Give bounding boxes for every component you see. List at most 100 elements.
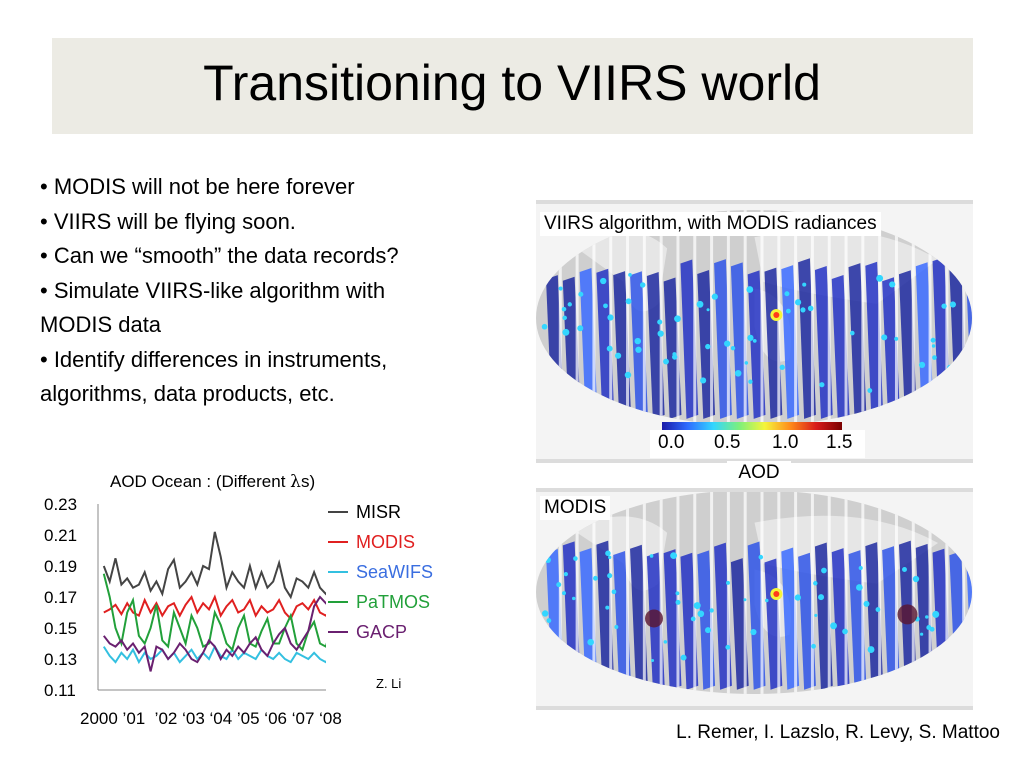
aod-speck	[562, 328, 570, 336]
swath-gap	[861, 492, 865, 694]
aod-speck	[696, 300, 704, 308]
aod-speck	[765, 598, 769, 603]
swath-gap	[760, 492, 764, 694]
aod-speck	[925, 615, 929, 619]
aod-speck	[578, 291, 584, 297]
viirs-map-panel	[536, 200, 973, 463]
legend-label: PaTMOS	[356, 592, 430, 612]
legend-label: SeaWIFS	[356, 562, 433, 582]
aod-speck	[920, 632, 924, 636]
aod-speck	[566, 659, 572, 665]
aod-speck	[711, 293, 718, 300]
swath-gap	[962, 210, 966, 426]
aod-hotspot-core	[773, 591, 780, 597]
aod-speck	[545, 557, 552, 563]
aod-speck	[752, 338, 757, 343]
aod-speck	[541, 272, 547, 278]
swath-gap	[693, 492, 697, 694]
aod-speck	[657, 319, 663, 325]
colorbar	[662, 419, 842, 432]
aod-speck	[902, 567, 907, 573]
series-line-misr	[102, 531, 345, 600]
swath-gap	[861, 210, 865, 426]
aod-speck	[663, 640, 668, 644]
aod-speck	[794, 594, 802, 601]
swath-gap	[575, 492, 579, 694]
aod-speck	[850, 330, 855, 336]
aod-speck	[607, 573, 613, 579]
swath-gap	[878, 210, 882, 426]
aod-speck	[800, 307, 806, 313]
aod-speck	[615, 352, 622, 359]
aod-speck	[813, 581, 818, 586]
legend-label: MODIS	[356, 532, 415, 552]
swath-gap	[558, 210, 562, 426]
aod-speck	[931, 344, 936, 348]
swath-gap	[878, 492, 882, 694]
aod-chart: AOD Ocean : (Different λs) 0.23 0.21 0.19 0…	[30, 460, 460, 740]
swath-gap	[827, 492, 831, 694]
aod-speck	[593, 575, 598, 581]
swath-gap	[844, 210, 848, 426]
data-swath	[966, 274, 972, 419]
aod-speck	[932, 355, 937, 360]
series-line-seawifs	[102, 644, 345, 665]
aod-speck	[600, 277, 607, 285]
aod-speck	[758, 554, 764, 560]
chart-note: Z. Li	[376, 676, 401, 691]
aod-speck	[784, 291, 790, 297]
y-axis-tick-label: 0.17	[44, 588, 77, 607]
aod-speck	[821, 567, 827, 574]
aod-speck	[649, 554, 654, 558]
swath-gap	[894, 210, 898, 426]
bullet-item-continuation: MODIS data	[40, 312, 162, 337]
swath-gap	[794, 492, 798, 694]
aod-speck	[608, 555, 612, 560]
aod-speck	[807, 305, 814, 312]
modis-map-panel	[536, 488, 973, 710]
y-axis-tick-label: 0.23	[44, 495, 77, 514]
aod-speck	[546, 618, 552, 623]
aod-speck	[611, 589, 617, 595]
swath-gap	[710, 492, 714, 694]
swath-gap	[693, 210, 697, 426]
aod-speck	[605, 550, 611, 557]
aod-speck	[700, 377, 707, 384]
swath-gap	[609, 492, 613, 694]
swath-gap	[626, 210, 630, 426]
chart-title-suffix: s)	[301, 472, 315, 491]
legend-label: GACP	[356, 622, 407, 642]
swath-gap	[911, 492, 915, 694]
y-axis-tick-label: 0.11	[44, 681, 76, 700]
title-band	[52, 38, 973, 134]
swath-gap	[743, 210, 747, 426]
aod-speck	[675, 591, 680, 596]
aod-speck	[918, 361, 926, 369]
aod-speck	[734, 369, 742, 377]
y-axis-tick-label: 0.19	[44, 557, 77, 576]
aod-speck	[889, 281, 896, 288]
swath-gap	[726, 492, 730, 694]
aod-speck	[671, 354, 678, 360]
aod-speck	[842, 628, 848, 635]
swath-gap	[844, 492, 848, 694]
aod-speck	[876, 274, 884, 282]
aod-speck	[690, 616, 696, 622]
aod-speck	[750, 628, 757, 636]
aod-speck	[605, 605, 610, 610]
aod-speck	[941, 303, 947, 309]
aod-speck	[744, 361, 749, 365]
author-credit: L. Remer, I. Lazslo, R. Levy, S. Mattoo	[676, 722, 1000, 743]
aod-speck	[875, 607, 881, 612]
aod-speck	[561, 306, 567, 312]
bullet-item: • MODIS will not be here forever	[40, 174, 355, 199]
series-line-modis	[103, 594, 345, 621]
aod-speck	[625, 298, 632, 305]
aod-speck	[706, 308, 710, 312]
aod-speck	[730, 346, 736, 351]
chart-title-prefix: AOD Ocean : (Different	[110, 472, 290, 491]
series-line-patmos	[102, 573, 345, 652]
aod-speck	[675, 599, 681, 605]
swath-gap	[575, 210, 579, 426]
aod-speck	[726, 580, 730, 585]
